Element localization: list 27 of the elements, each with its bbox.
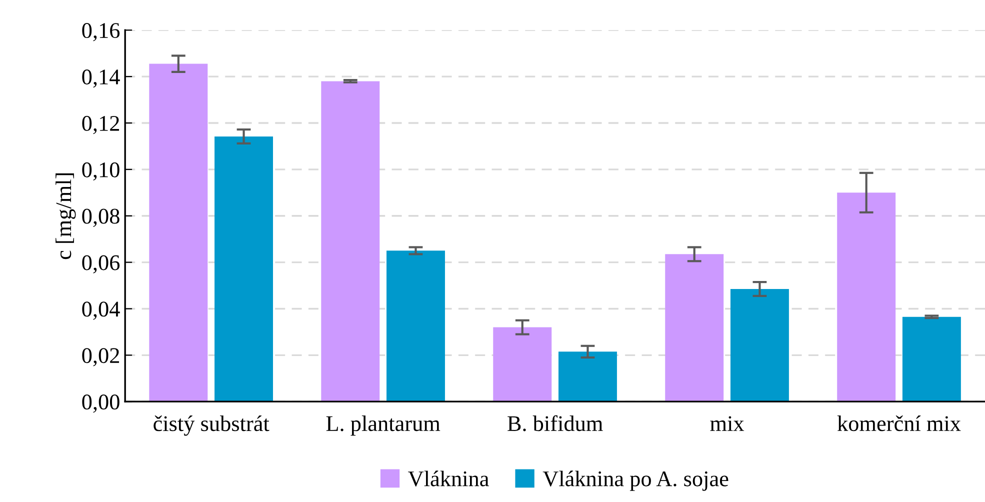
- bar: [730, 288, 789, 402]
- x-tick-label: komerční mix: [837, 415, 961, 432]
- bar: [837, 192, 896, 402]
- x-tick-label: mix: [710, 416, 744, 431]
- bar: [902, 316, 961, 402]
- x-tick-label: L. plantarum: [326, 415, 440, 436]
- y-tick-label: 0,10: [82, 162, 120, 181]
- y-tick-label: 0,02: [82, 348, 120, 366]
- y-axis-title: c [mg/ml]: [56, 173, 76, 260]
- bar: [493, 327, 552, 402]
- bar: [386, 250, 445, 402]
- y-tick-label: 0,00: [82, 394, 120, 413]
- x-tick-label: B. bifidum: [508, 415, 603, 432]
- bar: [214, 136, 273, 402]
- y-tick-label: 0,16: [82, 23, 120, 42]
- y-tick-label: 0,08: [82, 208, 120, 227]
- legend-label: Vláknina: [408, 470, 489, 486]
- bar: [149, 64, 208, 402]
- bar: [665, 254, 724, 402]
- x-tick-label: čistý substrát: [154, 415, 270, 436]
- y-tick-label: 0,12: [82, 116, 120, 134]
- legend-label: Vláknina po A. sojae: [542, 470, 728, 491]
- bar: [321, 81, 380, 402]
- y-tick-label: 0,06: [82, 255, 120, 274]
- bar: [558, 352, 617, 402]
- y-tick-label: 0,14: [82, 69, 120, 88]
- y-tick-label: 0,04: [82, 302, 120, 320]
